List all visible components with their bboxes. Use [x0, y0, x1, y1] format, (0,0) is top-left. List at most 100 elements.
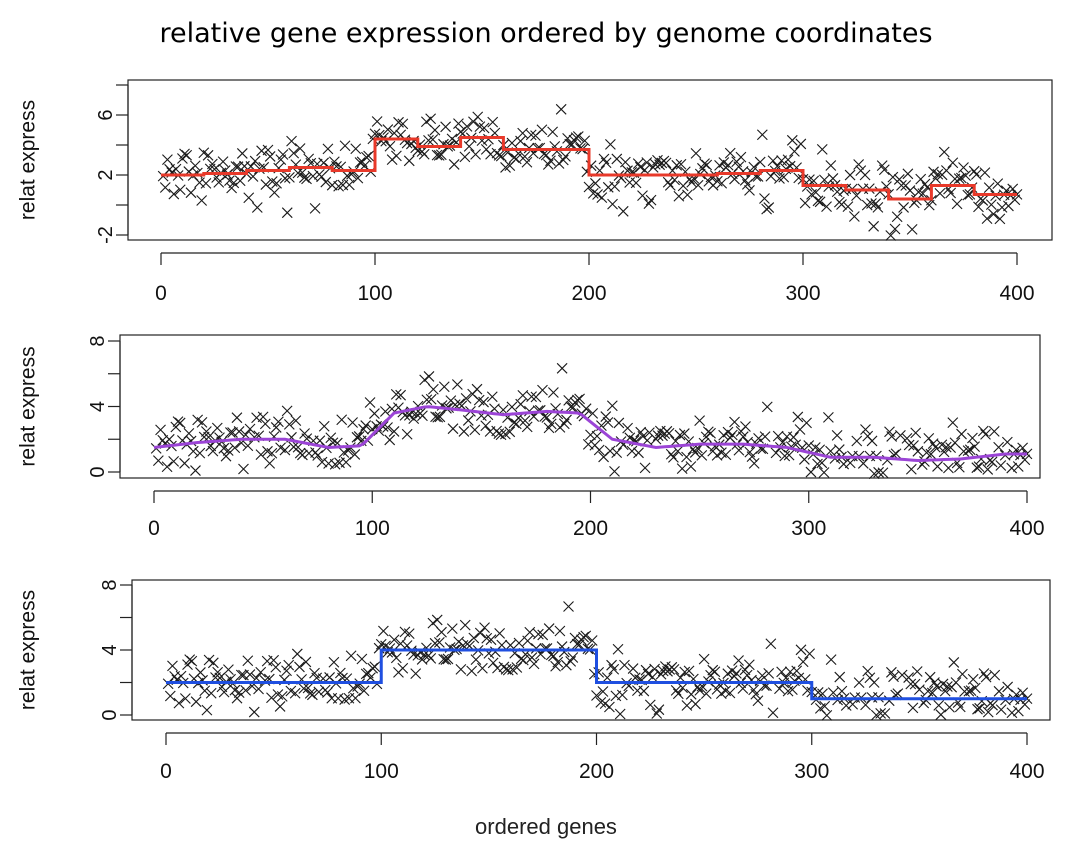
scatter-point — [281, 405, 293, 417]
scatter-point — [236, 148, 248, 159]
scatter-point — [836, 685, 848, 697]
scatter-point — [543, 623, 555, 634]
scatter-point — [524, 626, 536, 638]
scatter-point — [591, 690, 602, 701]
scatter-point — [958, 445, 970, 457]
scatter-point — [504, 426, 516, 438]
scatter-point — [935, 709, 947, 721]
y-tick-label: 4 — [87, 401, 109, 412]
scatter-point — [735, 151, 747, 163]
scatter-point — [519, 151, 531, 162]
scatter-point — [638, 685, 650, 697]
scatter-point — [774, 173, 785, 184]
scatter-point — [580, 403, 592, 415]
scatter-point — [902, 168, 914, 180]
scatter-point — [973, 201, 984, 213]
y-tick-label: 4 — [99, 644, 121, 655]
scatter-point — [249, 155, 261, 167]
scatter-point — [722, 159, 734, 171]
scatter-point — [892, 688, 904, 699]
scatter-point — [233, 426, 245, 437]
scatter-point — [783, 449, 795, 461]
scatter-point — [224, 427, 236, 438]
scatter-point — [268, 654, 280, 666]
scatter-point — [759, 193, 770, 204]
scatter-point — [756, 129, 768, 141]
scatter-point — [309, 203, 321, 214]
scatter-point — [752, 695, 764, 707]
scatter-point — [247, 171, 259, 182]
scatter-point — [468, 632, 480, 644]
scatter-point — [446, 623, 458, 635]
scatter-point — [795, 644, 807, 656]
scatter-point — [647, 162, 659, 173]
y-axis-label: relat express — [17, 100, 40, 220]
scatter-point — [254, 163, 265, 175]
scatter-point — [842, 201, 854, 213]
scatter-point — [980, 428, 991, 440]
scatter-point — [908, 440, 919, 451]
scatter-point — [947, 417, 959, 429]
scatter-point — [643, 198, 655, 210]
scatter-point — [541, 412, 553, 423]
scatter-point — [838, 458, 850, 470]
scatter-point — [890, 448, 902, 460]
scatter-point — [294, 661, 305, 673]
scatter-point — [977, 425, 989, 437]
scatter-point — [542, 159, 554, 170]
scatter-point — [199, 685, 211, 697]
scatter-point — [560, 151, 571, 162]
scatter-point — [223, 664, 234, 675]
scatter-point — [210, 672, 221, 683]
scatter-point — [817, 688, 828, 700]
scatter-point — [836, 199, 847, 210]
scatter-point — [477, 662, 488, 674]
scatter-point — [563, 601, 574, 612]
scatter-point — [179, 457, 190, 469]
scatter-point — [590, 177, 601, 189]
scatter-point — [660, 157, 672, 169]
scatter-point — [187, 445, 199, 457]
scatter-point — [502, 664, 514, 676]
scatter-point — [264, 457, 276, 469]
y-axis-label: relat express — [17, 346, 40, 466]
scatter-point — [430, 411, 441, 423]
scatter-point — [789, 145, 800, 157]
scatter-point — [358, 423, 369, 435]
scatter-point — [580, 630, 592, 642]
scatter-point — [524, 405, 535, 417]
scatter-point — [186, 655, 198, 667]
scatter-point — [944, 701, 955, 713]
scatter-point — [339, 694, 351, 705]
scatter-point — [388, 634, 400, 646]
scatter-point — [639, 462, 651, 474]
scatter-point — [889, 223, 901, 235]
scatter-point — [862, 665, 874, 677]
x-tick-label: 400 — [1009, 517, 1044, 540]
scatter-point — [639, 164, 651, 176]
scatter-point — [173, 697, 185, 709]
scatter-point — [207, 657, 219, 669]
scatter-point — [748, 458, 760, 469]
scatter-point — [1001, 436, 1013, 448]
scatter-point — [741, 669, 753, 681]
scatter-point — [431, 149, 443, 161]
scatter-point — [493, 149, 505, 161]
scatter-point — [545, 155, 556, 167]
scatter-point — [174, 184, 186, 196]
scatter-point — [681, 700, 693, 711]
scatter-point — [222, 445, 234, 456]
scatter-point — [630, 177, 642, 189]
scatter-point — [548, 650, 559, 662]
scatter-point — [552, 656, 564, 668]
scatter-point — [563, 394, 575, 406]
scatter-point — [853, 159, 865, 170]
scatter-point — [591, 430, 603, 442]
scatter-point — [271, 177, 282, 189]
scatter-point — [995, 460, 1007, 471]
scatter-point — [929, 677, 940, 688]
scatter-point — [435, 149, 447, 161]
scatter-point — [446, 133, 458, 145]
scatter-point — [572, 131, 584, 142]
scatter-point — [371, 116, 383, 127]
